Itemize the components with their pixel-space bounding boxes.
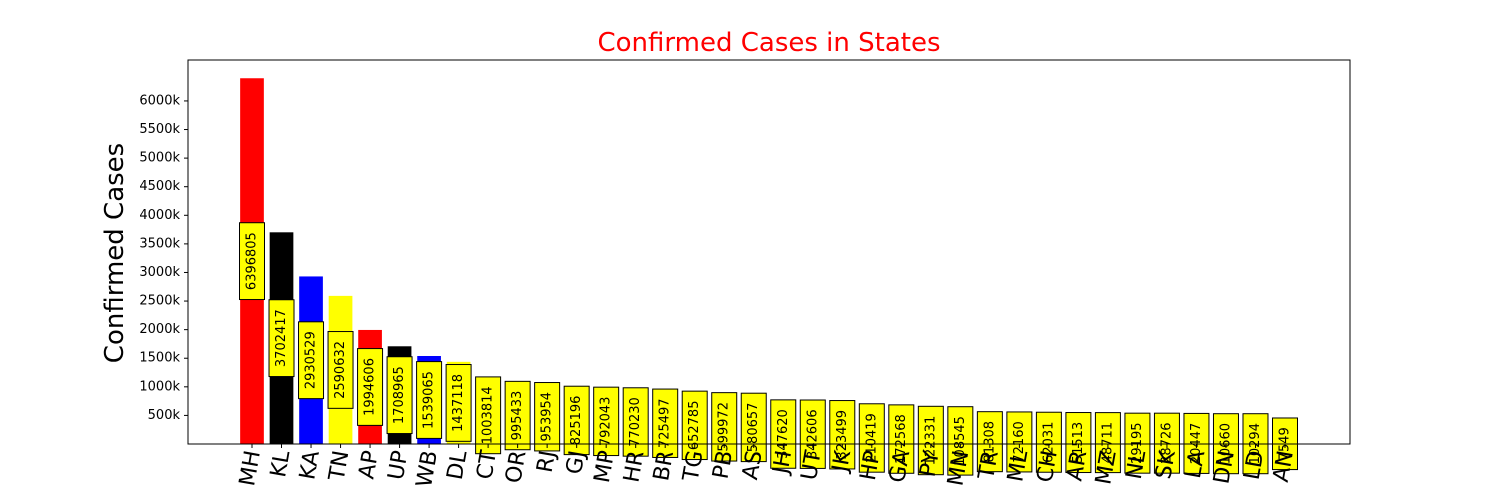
- x-tick-label: OR: [501, 449, 531, 485]
- data-label-text: 652785: [687, 401, 702, 451]
- data-label-text: 2930529: [304, 331, 319, 389]
- x-tick-label: DN: [1209, 449, 1239, 486]
- x-tick-label: HP: [856, 449, 886, 483]
- y-tick-label: 6000k: [139, 93, 180, 108]
- x-tick-label: AS: [738, 449, 768, 482]
- y-axis: 500k 1000k 1500k 2000k 2500k 3000k 3500k 4000k 4…: [139, 93, 188, 422]
- x-tick-label: CT: [472, 448, 502, 481]
- x-tick-label: GA: [885, 449, 915, 485]
- data-label-or: 995433: [505, 381, 530, 449]
- x-tick-label: SK: [1151, 448, 1181, 481]
- data-label-text: 1994606: [363, 358, 378, 416]
- data-label-text: 1539065: [422, 371, 437, 429]
- y-tick-label: 3000k: [139, 265, 180, 280]
- x-tick-label: WB: [412, 449, 443, 490]
- x-tick-label: DL: [443, 448, 473, 482]
- data-label-text: 825196: [569, 396, 584, 446]
- x-tick-label: MH: [235, 449, 266, 488]
- x-tick-label: TR: [974, 449, 1004, 483]
- y-tick-label: 4000k: [139, 208, 180, 223]
- x-tick-label: MP: [590, 449, 620, 485]
- x-tick-label: UP: [384, 449, 414, 482]
- data-label-up: 1708965: [387, 357, 412, 434]
- data-label-text: 792043: [599, 397, 614, 447]
- x-tick-label: BR: [649, 449, 679, 483]
- data-label-text: 6396805: [245, 232, 260, 290]
- y-tick-label: 5500k: [139, 122, 180, 137]
- data-label-tn: 2590632: [328, 332, 353, 409]
- x-tick-label: MN: [943, 449, 974, 488]
- data-label-ct: 1003814: [476, 377, 501, 454]
- x-tick-label: ML: [1003, 448, 1033, 484]
- x-tick-label: TN: [324, 449, 354, 484]
- data-label-dl: 1437118: [446, 365, 471, 442]
- y-axis-label: Confirmed Cases: [100, 143, 130, 363]
- x-tick-label: LD: [1240, 449, 1270, 482]
- x-tick-label: KA: [295, 449, 325, 482]
- x-tick-label: HR: [619, 449, 649, 485]
- chart-title: Confirmed Cases in States: [597, 28, 940, 58]
- x-tick-label: RJ: [533, 449, 561, 475]
- data-label-kl: 3702417: [269, 300, 294, 377]
- data-label-ap: 1994606: [358, 349, 383, 426]
- x-tick-label: PY: [916, 448, 945, 479]
- x-tick-label: KL: [266, 448, 295, 479]
- data-label-text: 953954: [540, 392, 555, 442]
- x-tick-label: NL: [1122, 448, 1152, 481]
- x-tick-label: AR: [1062, 449, 1092, 483]
- x-tick-label: LA: [1181, 449, 1210, 481]
- data-label-text: 1708965: [392, 366, 407, 424]
- data-label-text: 1003814: [481, 386, 496, 444]
- x-tick-label: GJ: [562, 449, 591, 477]
- x-tick-label: PB: [709, 449, 739, 481]
- data-label-wb: 1539065: [417, 362, 442, 439]
- x-tick-label: AN: [1269, 449, 1299, 484]
- y-tick-label: 5000k: [139, 151, 180, 166]
- y-tick-label: 500k: [148, 408, 181, 423]
- data-label-text: 725497: [658, 398, 673, 448]
- data-label-text: 2590632: [333, 341, 348, 399]
- x-tick-label: MZ: [1091, 449, 1122, 487]
- data-label-rj: 953954: [535, 383, 560, 451]
- data-label-ka: 2930529: [299, 322, 324, 399]
- data-label-text: 1437118: [451, 374, 466, 432]
- data-label-text: 995433: [510, 391, 525, 441]
- x-tick-label: AP: [354, 449, 384, 481]
- data-label-text: 3702417: [274, 309, 289, 367]
- x-tick-label: TG: [679, 449, 709, 484]
- y-tick-label: 1500k: [139, 351, 180, 366]
- x-tick-label: CH: [1033, 449, 1063, 485]
- x-tick-label: JH: [768, 449, 797, 478]
- y-tick-label: 2000k: [139, 322, 180, 337]
- y-tick-label: 2500k: [139, 294, 180, 309]
- y-tick-label: 4500k: [139, 179, 180, 194]
- y-tick-label: 3500k: [139, 236, 180, 251]
- x-tick-label: UT: [797, 448, 827, 482]
- data-label-mh: 6396805: [240, 223, 265, 300]
- data-label-text: 770230: [628, 397, 643, 447]
- y-tick-label: 1000k: [139, 379, 180, 394]
